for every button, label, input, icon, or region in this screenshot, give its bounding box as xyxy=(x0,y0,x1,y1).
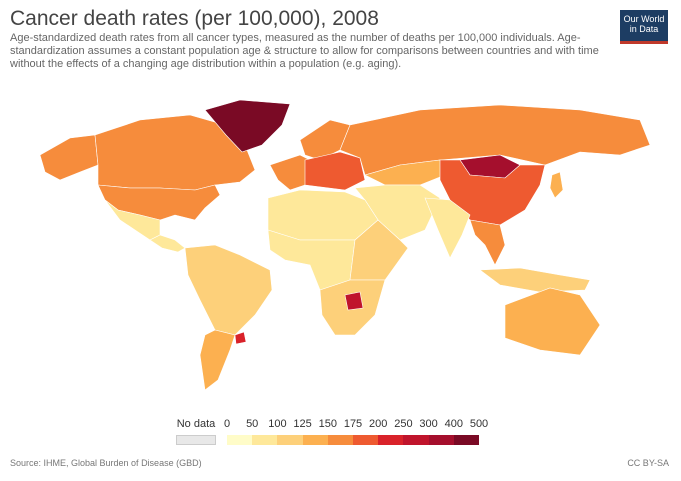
legend-tick-label: 200 xyxy=(369,418,388,430)
region-argentina[interactable] xyxy=(199,329,236,391)
legend-swatch[interactable] xyxy=(453,435,479,445)
world-map xyxy=(39,99,651,391)
legend-tick-label: 300 xyxy=(419,418,438,430)
legend-tick-label: 0 xyxy=(223,418,231,430)
subtitle: Age-standardized death rates from all ca… xyxy=(10,32,599,70)
region-uruguay[interactable] xyxy=(234,331,247,345)
owid-logo[interactable]: Our World in Data xyxy=(620,10,668,44)
region-se-asia[interactable] xyxy=(469,219,506,266)
region-south-america[interactable] xyxy=(184,244,273,336)
legend-swatch[interactable] xyxy=(277,435,303,445)
legend-swatch[interactable] xyxy=(302,435,328,445)
legend-tick-label: 250 xyxy=(394,418,413,430)
legend-swatch[interactable] xyxy=(378,435,404,445)
region-europe-west[interactable] xyxy=(269,154,311,191)
legend-no-data-label: No data xyxy=(176,418,216,430)
region-russia[interactable] xyxy=(339,104,651,176)
region-central-america[interactable] xyxy=(149,234,186,253)
source-note: Source: IHME, Global Burden of Disease (… xyxy=(10,458,202,468)
legend-tick-label: 500 xyxy=(469,418,489,430)
legend-swatch[interactable] xyxy=(403,435,429,445)
legend-swatch[interactable] xyxy=(227,435,253,445)
region-indonesia[interactable] xyxy=(479,267,591,293)
legend-tick-label: 175 xyxy=(343,418,363,430)
legend-tick-label: 150 xyxy=(318,418,337,430)
region-india[interactable] xyxy=(424,197,471,259)
legend-swatch[interactable] xyxy=(428,435,454,445)
page-title: Cancer death rates (per 100,000), 2008 xyxy=(10,7,379,30)
legend-tick-label: 50 xyxy=(246,418,259,430)
legend-swatch[interactable] xyxy=(327,435,353,445)
region-japan[interactable] xyxy=(549,171,564,199)
license[interactable]: CC BY-SA xyxy=(627,458,669,468)
region-greenland[interactable] xyxy=(204,99,291,153)
legend-tick-label: 400 xyxy=(444,418,463,430)
legend-no-data-swatch[interactable] xyxy=(176,435,216,445)
region-australia[interactable] xyxy=(504,287,601,356)
legend: No data 0 50 100 125 150 175 200 250 300 400 500 xyxy=(0,418,681,448)
legend-tick-label: 125 xyxy=(293,418,312,430)
region-alaska[interactable] xyxy=(39,134,99,181)
region-europe-central[interactable] xyxy=(304,151,366,191)
region-zimbabwe[interactable] xyxy=(344,291,364,311)
legend-tick-label: 100 xyxy=(268,418,287,430)
region-africa-north[interactable] xyxy=(267,189,379,241)
legend-swatch[interactable] xyxy=(353,435,379,445)
legend-swatch[interactable] xyxy=(252,435,278,445)
